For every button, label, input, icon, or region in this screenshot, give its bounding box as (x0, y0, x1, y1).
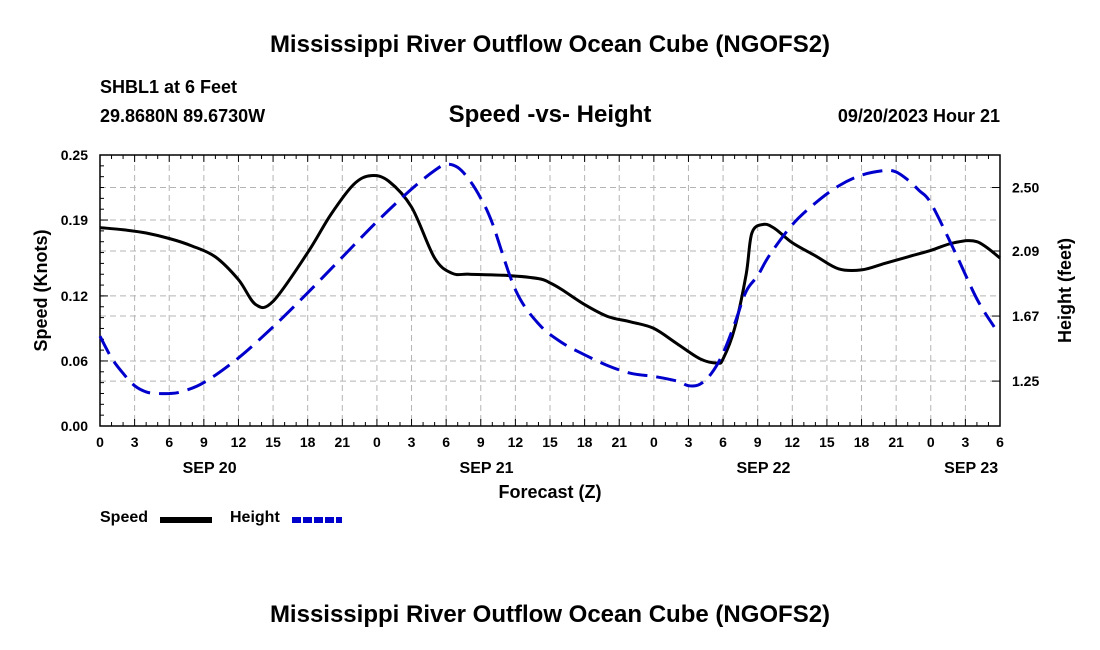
x-tick-label: 18 (854, 434, 870, 450)
x-tick-label: 15 (819, 434, 835, 450)
x-tick-label: 9 (754, 434, 762, 450)
x-tick-label: 0 (650, 434, 658, 450)
x-tick-label: 12 (231, 434, 247, 450)
y-left-tick-label: 0.19 (61, 212, 88, 228)
height-series-line (98, 162, 996, 396)
x-tick-label: 6 (996, 434, 1004, 450)
day-label: SEP 22 (736, 460, 790, 477)
legend-speed-label: Speed (100, 509, 149, 526)
x-tick-label: 3 (961, 434, 969, 450)
coordinates-label: 29.8680N 89.6730W (100, 106, 266, 126)
y-left-tick-label: 0.06 (61, 353, 88, 369)
chart-title-top: Mississippi River Outflow Ocean Cube (NG… (269, 31, 831, 58)
x-tick-label: 18 (300, 434, 316, 450)
x-tick-label: 6 (719, 434, 727, 450)
y-right-tick-label: 2.50 (1012, 180, 1039, 196)
x-tick-label: 0 (373, 434, 381, 450)
x-tick-label: 3 (408, 434, 416, 450)
day-label: SEP 23 (944, 460, 998, 477)
y-axis-left-title: Speed (Knots) (31, 229, 51, 351)
x-tick-label: 3 (685, 434, 693, 450)
legend-height-label: Height (230, 509, 280, 526)
x-tick-label: 18 (577, 434, 593, 450)
x-tick-label: 6 (165, 434, 173, 450)
y-left-tick-label: 0.25 (61, 147, 88, 163)
speed-series-line (99, 173, 1001, 365)
x-tick-label: 15 (542, 434, 558, 450)
x-tick-label: 12 (508, 434, 524, 450)
y-right-tick-label: 1.67 (1012, 308, 1039, 324)
x-tick-label: 3 (131, 434, 139, 450)
x-tick-label: 0 (96, 434, 104, 450)
y-left-tick-label: 0.00 (61, 418, 88, 434)
forecast-datetime: 09/20/2023 Hour 21 (837, 106, 1000, 126)
x-tick-label: 15 (265, 434, 281, 450)
y-right-tick-label: 1.25 (1012, 373, 1039, 389)
chart-subtitle: Speed -vs- Height (448, 101, 652, 128)
y-left-tick-label: 0.12 (61, 288, 88, 304)
x-tick-label: 21 (335, 434, 351, 450)
day-label: SEP 20 (183, 460, 237, 477)
x-tick-label: 12 (785, 434, 801, 450)
day-label: SEP 21 (460, 460, 514, 477)
chart-title-bottom: Mississippi River Outflow Ocean Cube (NG… (269, 601, 831, 628)
y-axis-right-title: Height (feet) (1055, 238, 1075, 343)
x-tick-label: 21 (611, 434, 627, 450)
station-label: SHBL1 at 6 Feet (100, 77, 238, 97)
x-axis-title: Forecast (Z) (498, 482, 602, 502)
x-tick-label: 21 (888, 434, 904, 450)
x-tick-label: 9 (200, 434, 208, 450)
y-right-tick-label: 2.09 (1012, 243, 1039, 259)
x-tick-label: 0 (927, 434, 935, 450)
x-tick-label: 6 (442, 434, 450, 450)
x-tick-label: 9 (477, 434, 485, 450)
